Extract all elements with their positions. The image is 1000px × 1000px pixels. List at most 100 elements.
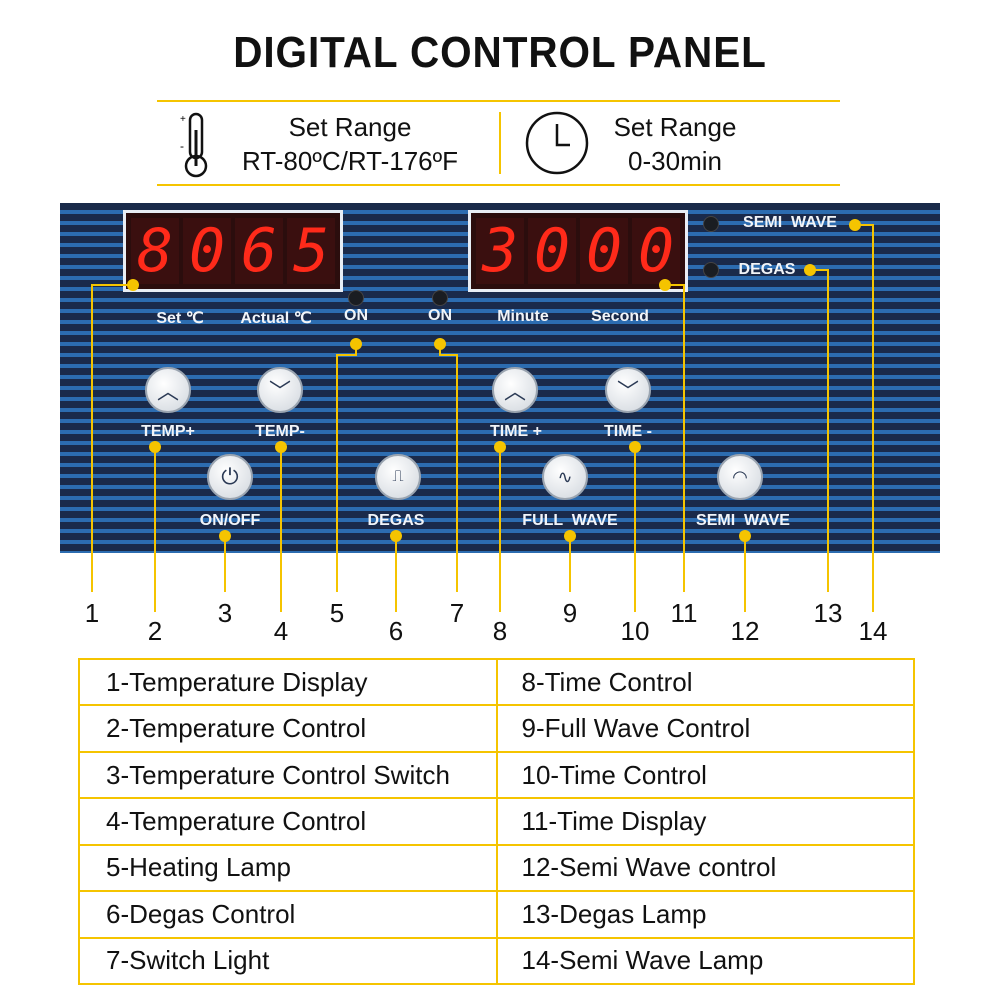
legend-row: 1-Temperature Display 8-Time Control (78, 657, 915, 707)
time-display: 3 0 0 0 (468, 210, 688, 292)
time-up-button[interactable]: ︿ (492, 367, 538, 413)
degas-lamp (703, 262, 719, 278)
callout-line-13 (810, 269, 829, 592)
callout-number: 5 (329, 598, 345, 628)
svg-text:+: + (180, 114, 186, 125)
power-label: ON/OFF (199, 512, 261, 529)
callout-number: 3 (217, 598, 233, 628)
chevron-up-icon: ︿ (156, 379, 179, 404)
svg-text:-: - (180, 139, 184, 153)
legend-cell: 13-Degas Lamp (495, 890, 915, 939)
degas-button[interactable]: ⎍ (375, 454, 421, 500)
full-wave-button[interactable]: ∿ (542, 454, 588, 500)
callout-number: 13 (813, 598, 843, 628)
legend-cell: 2-Temperature Control (78, 704, 498, 753)
second-label: Second (591, 308, 649, 325)
switch-lamp-label: ON (428, 307, 452, 324)
callout-number: 10 (620, 616, 650, 646)
legend-cell: 11-Time Display (495, 797, 915, 846)
chevron-down-icon: ﹀ (616, 379, 639, 404)
second-digit: 0 (580, 216, 628, 286)
time-up-label: TIME + (489, 423, 543, 440)
temp-up-button[interactable]: ︿ (145, 367, 191, 413)
callout-number: 14 (858, 616, 888, 646)
legend-cell: 7-Switch Light (78, 936, 498, 986)
actual-digit: 5 (287, 216, 335, 286)
callout-dot (629, 441, 641, 453)
callout-dot (564, 530, 576, 542)
set-label: Set ℃ (156, 310, 204, 327)
switch-lamp (432, 290, 448, 306)
legend-cell: 14-Semi Wave Lamp (495, 936, 915, 986)
half-wave-icon: ◠ (732, 466, 748, 487)
callout-number: 6 (388, 616, 404, 646)
power-icon: ⏻ (221, 464, 239, 489)
callout-number: 8 (492, 616, 508, 646)
legend-cell: 3-Temperature Control Switch (78, 750, 498, 800)
chevron-down-icon: ﹀ (268, 379, 291, 404)
temp-down-button[interactable]: ﹀ (257, 367, 303, 413)
legend-row: 4-Temperature Control 11-Time Display (78, 797, 915, 846)
legend-row: 5-Heating Lamp 12-Semi Wave control (78, 843, 915, 893)
set-digit: 0 (183, 216, 231, 286)
callout-line-1 (91, 284, 133, 592)
callout-dot (149, 441, 161, 453)
minute-digit: 0 (528, 216, 576, 286)
actual-digit: 6 (235, 216, 283, 286)
callout-line-7 (439, 344, 458, 592)
legend-cell: 12-Semi Wave control (495, 843, 915, 893)
legend-table: 1-Temperature Display 8-Time Control 2-Te… (78, 657, 915, 986)
legend-cell: 1-Temperature Display (78, 657, 498, 707)
callout-dot (390, 530, 402, 542)
minute-label: Minute (497, 308, 549, 325)
callout-dot (849, 219, 861, 231)
time-range-value: 0-30min (628, 146, 722, 176)
heating-lamp (348, 290, 364, 306)
semi-wave-button[interactable]: ◠ (717, 454, 763, 500)
legend-row: 7-Switch Light 14-Semi Wave Lamp (78, 936, 915, 986)
heating-lamp-label: ON (344, 307, 368, 324)
legend-cell: 4-Temperature Control (78, 797, 498, 846)
degas-lamp-label: DEGAS (738, 261, 796, 278)
callout-number: 4 (273, 616, 289, 646)
callout-dot (350, 338, 362, 350)
divider-top (157, 100, 840, 102)
legend-cell: 8-Time Control (495, 657, 915, 707)
divider-mid (499, 112, 501, 174)
temp-range-value: RT-80ºC/RT-176ºF (242, 146, 458, 176)
legend-cell: 9-Full Wave Control (495, 704, 915, 753)
callout-dot (494, 441, 506, 453)
callout-line-11 (665, 284, 685, 592)
time-down-label: TIME - (604, 423, 652, 440)
semi-wave-lamp (703, 216, 719, 232)
callout-number: 11 (670, 598, 698, 628)
set-digit: 8 (131, 216, 179, 286)
callout-dot (434, 338, 446, 350)
time-range-label: Set Range (613, 112, 737, 142)
callout-dot (219, 530, 231, 542)
actual-label: Actual ℃ (240, 310, 312, 327)
page-title: DIGITAL CONTROL PANEL (233, 28, 767, 77)
time-down-button[interactable]: ﹀ (605, 367, 651, 413)
clock-icon (525, 111, 589, 175)
callout-number: 9 (562, 598, 578, 628)
callout-dot (127, 279, 139, 291)
callout-number: 12 (730, 616, 760, 646)
temperature-display: 8 0 6 5 (123, 210, 343, 292)
divider-bottom (157, 184, 840, 186)
legend-cell: 5-Heating Lamp (78, 843, 498, 893)
legend-row: 3-Temperature Control Switch 10-Time Cont… (78, 750, 915, 800)
minute-digit: 3 (476, 216, 524, 286)
callout-number: 2 (147, 616, 163, 646)
legend-cell: 6-Degas Control (78, 890, 498, 939)
power-button[interactable]: ⏻ (207, 454, 253, 500)
callout-dot (804, 264, 816, 276)
legend-row: 2-Temperature Control 9-Full Wave Control (78, 704, 915, 753)
full-wave-label: FULL WAVE (522, 512, 618, 529)
temp-range-label: Set Range (288, 112, 412, 142)
callout-dot (659, 279, 671, 291)
sine-wave-icon: ∿ (557, 466, 573, 487)
legend-cell: 10-Time Control (495, 750, 915, 800)
temp-up-label: TEMP+ (141, 423, 195, 440)
